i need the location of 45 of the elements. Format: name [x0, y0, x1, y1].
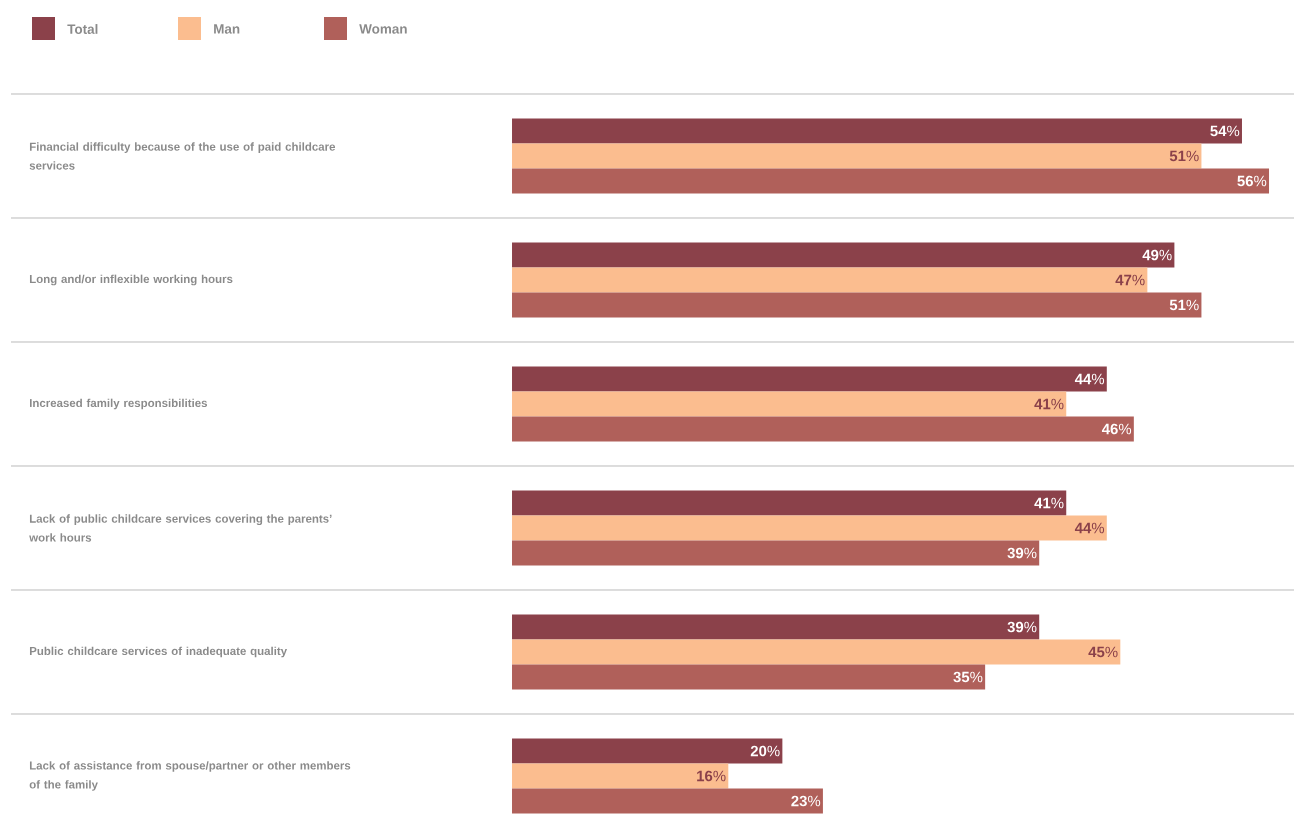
y-tick-label: Lack of assistance from spouse/partner or other members of the family — [29, 761, 351, 791]
data-label: 23% — [791, 795, 821, 807]
bar — [512, 639, 1121, 665]
bar — [512, 391, 1067, 417]
data-label: 16% — [697, 770, 726, 782]
legend-label: Woman — [359, 24, 407, 34]
legend-label: Man — [214, 24, 240, 34]
data-label: 39% — [1007, 621, 1037, 633]
bar — [512, 664, 986, 690]
data-label: 39% — [1007, 547, 1037, 559]
data-label: 54% — [1210, 125, 1240, 137]
data-label: 56% — [1237, 175, 1267, 187]
data-label: 41% — [1034, 398, 1064, 410]
y-tick-label: Financial difficulty because of the use of paid childcare services — [29, 142, 336, 170]
bar — [512, 143, 1202, 169]
data-label: 41% — [1034, 497, 1064, 509]
bar — [512, 416, 1134, 442]
legend-label: Total — [67, 24, 98, 34]
bar — [512, 242, 1175, 268]
data-label: 49% — [1142, 249, 1172, 261]
data-label: 20% — [750, 745, 780, 757]
bar — [512, 267, 1148, 293]
data-label: 35% — [953, 671, 983, 683]
bar — [512, 515, 1107, 541]
data-label: 47% — [1115, 274, 1145, 286]
data-label: 51% — [1169, 150, 1199, 162]
bar — [512, 490, 1067, 516]
bar — [512, 366, 1107, 392]
y-tick-label: Lack of public childcare services covering the parents’ work hours — [29, 514, 332, 542]
data-label: 44% — [1074, 522, 1105, 534]
data-label: 51% — [1169, 299, 1199, 311]
bar — [512, 292, 1202, 318]
bar — [512, 118, 1242, 144]
y-tick-label: Increased family responsibilities — [29, 398, 208, 410]
bar — [512, 540, 1040, 566]
data-label: 45% — [1088, 646, 1118, 658]
y-tick-label: Long and/or inflexible working hours — [29, 274, 233, 286]
bar — [512, 738, 783, 764]
bar — [512, 788, 823, 814]
data-label: 46% — [1101, 423, 1132, 435]
bar — [512, 614, 1040, 640]
y-tick-label: Public childcare services of inadequate quality — [29, 646, 288, 658]
bar — [512, 763, 729, 789]
bar — [512, 168, 1270, 194]
data-label: 44% — [1074, 373, 1105, 385]
